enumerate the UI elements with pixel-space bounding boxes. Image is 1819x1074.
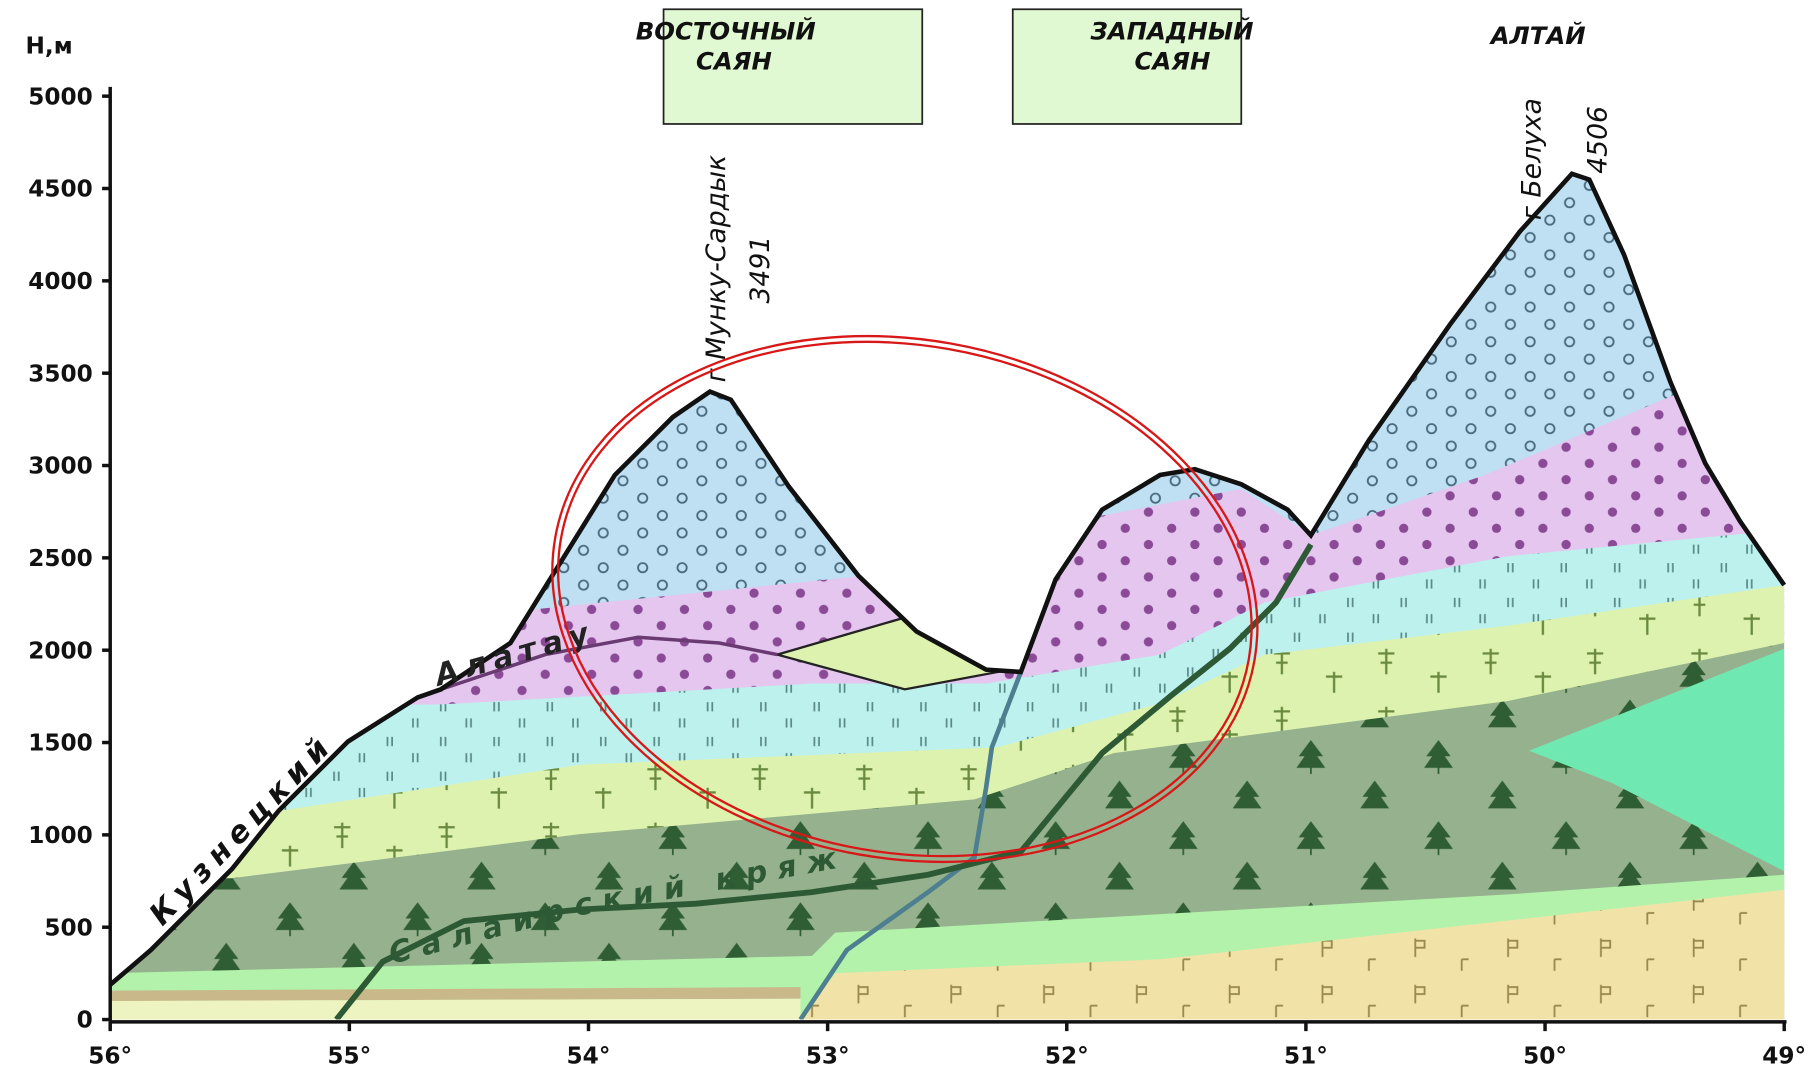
alatau-line	[440, 635, 778, 692]
x-tick-label: 56°	[88, 1043, 132, 1070]
y-tick-label: 0	[77, 1007, 93, 1034]
y-tick-label: 4500	[28, 176, 93, 203]
highlight-ellipse	[551, 334, 1259, 864]
y-tick-label: 500	[44, 914, 92, 941]
y-ticks: 0 500 1000 1500 2000 2500 3000 3500 4000 4500 5000	[28, 83, 111, 1034]
peak-name: г Мунку-Сардык	[701, 155, 732, 382]
y-tick-label: 2000	[28, 637, 93, 664]
y-tick-label: 1000	[28, 822, 93, 849]
y-tick-label: 4000	[28, 268, 93, 295]
steppe-pattern	[800, 889, 1785, 1020]
salair-line	[334, 543, 1314, 1020]
y-axis-label: Н,м	[26, 32, 73, 59]
x-tick-label: 53°	[806, 1043, 850, 1070]
ellipse-outer	[551, 334, 1259, 864]
peak-name: г Белуха	[1517, 98, 1548, 220]
region-box	[1011, 8, 1243, 125]
peak-height: 4506	[1583, 106, 1614, 174]
y-tick-label: 3000	[28, 453, 93, 480]
region-label: АЛТАЙ	[1489, 21, 1586, 50]
ellipse-inner	[557, 340, 1253, 858]
x-tick-label: 52°	[1045, 1043, 1089, 1070]
region-label: САЯН	[1135, 47, 1211, 76]
brown-strip	[110, 987, 801, 1002]
base-strip	[110, 998, 801, 1020]
y-tick-label: 3500	[28, 360, 93, 387]
forest-steppe-wedge	[1528, 648, 1785, 872]
region-label: САЯН	[696, 47, 772, 76]
y-tick-label: 2500	[28, 545, 93, 572]
fault-line	[798, 671, 1024, 1020]
region-box	[662, 8, 924, 125]
x-tick-label: 54°	[567, 1043, 611, 1070]
x-tick-label: 55°	[327, 1043, 371, 1070]
x-tick-label: 51°	[1284, 1043, 1328, 1070]
x-ticks: 56° 55° 54° 53° 52° 51° 50° 49°	[88, 1021, 1806, 1070]
region-label: ЗАПАДНЫЙ	[1089, 16, 1253, 45]
region-label: ВОСТОЧНЫЙ	[636, 16, 816, 45]
surface-line	[108, 171, 1787, 987]
y-tick-label: 5000	[28, 83, 93, 110]
peak-height: 3491	[745, 236, 776, 304]
x-tick-label: 49°	[1762, 1043, 1806, 1070]
y-tick-label: 1500	[28, 730, 93, 757]
x-tick-label: 50°	[1523, 1043, 1567, 1070]
